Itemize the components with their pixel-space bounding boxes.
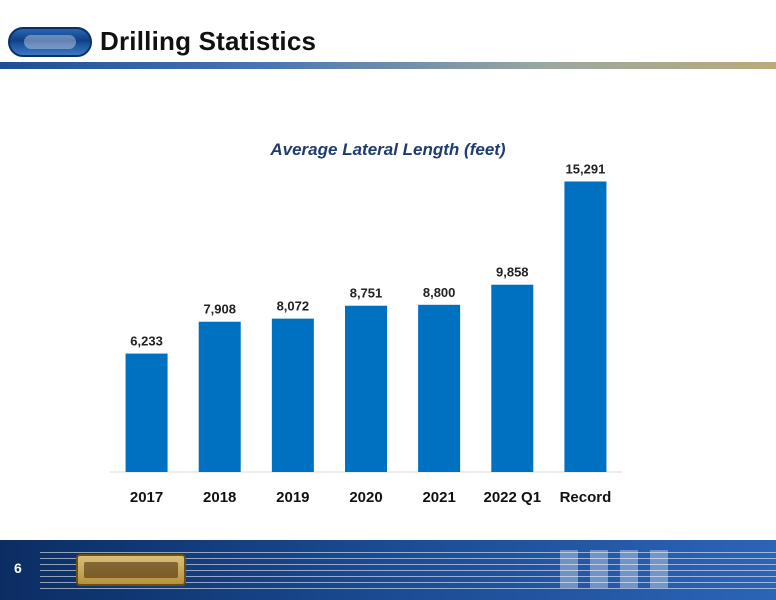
footer-logo (76, 554, 186, 586)
header-divider (0, 62, 776, 69)
x-tick-label: 2018 (203, 489, 236, 506)
bar-chart: 6,233 2017 7,908 2018 8,072 2019 8,751 2020 8,80… (110, 161, 622, 506)
footer: 6 (0, 540, 776, 600)
x-tick-label: 2021 (422, 489, 455, 506)
data-label: 6,233 (130, 334, 163, 349)
data-label: 9,858 (496, 265, 529, 280)
bar (564, 181, 607, 472)
bar (418, 304, 461, 472)
x-tick-label: Record (560, 489, 612, 506)
data-label: 7,908 (203, 302, 236, 317)
x-tick-label: 2020 (349, 489, 382, 506)
page-number: 6 (14, 560, 22, 576)
data-label: 8,751 (350, 286, 383, 301)
footer-watermark-logo (560, 550, 680, 588)
chart-title: Average Lateral Length (feet) (270, 140, 506, 159)
data-label: 8,072 (277, 299, 310, 314)
data-label: 8,800 (423, 285, 456, 300)
bar (271, 318, 314, 472)
bar (491, 284, 534, 472)
bar (345, 305, 387, 472)
header: Drilling Statistics (0, 0, 776, 72)
x-tick-label: 2019 (276, 489, 309, 506)
page-title: Drilling Statistics (100, 26, 317, 56)
x-tick-label: 2022 Q1 (484, 489, 542, 506)
company-logo (8, 27, 92, 57)
data-label: 15,291 (566, 161, 606, 176)
x-tick-label: 2017 (130, 489, 163, 506)
bar (125, 353, 168, 472)
bar (198, 321, 241, 472)
